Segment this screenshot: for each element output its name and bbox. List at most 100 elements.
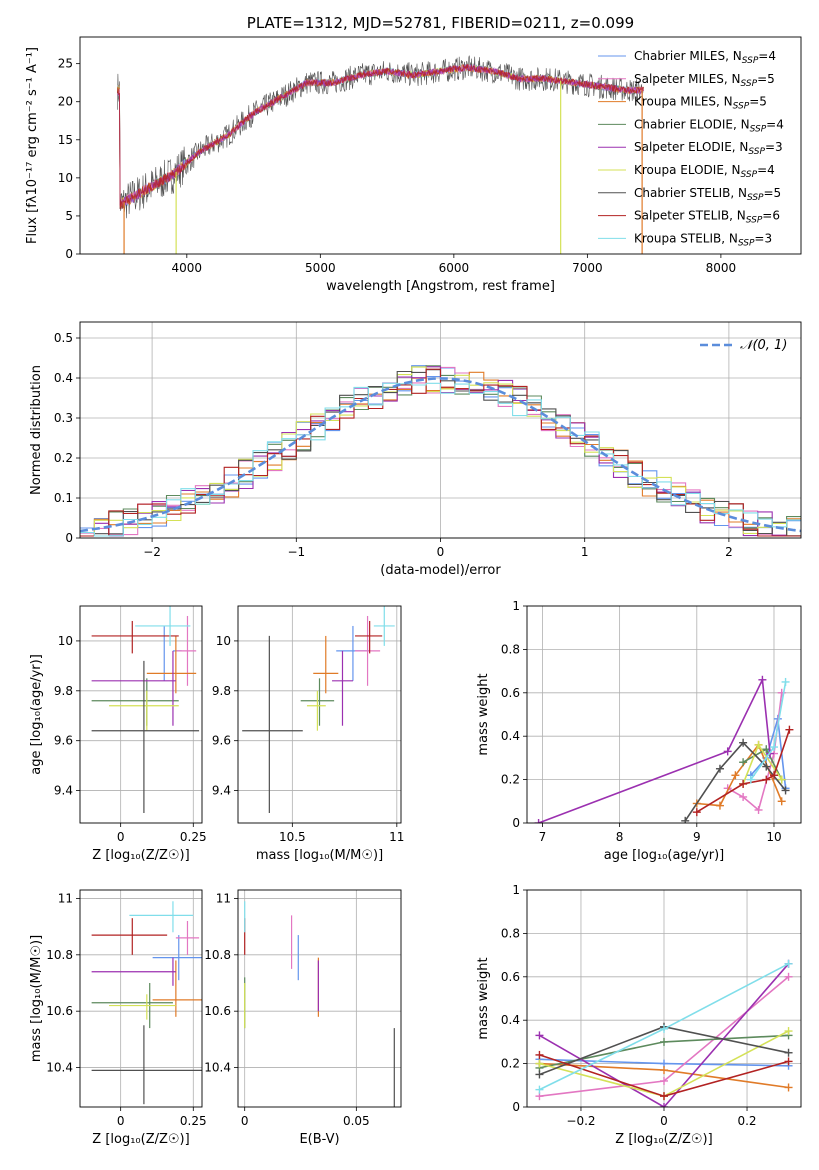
x-tick-label: 4000	[172, 261, 203, 275]
y-tick-label: 5	[65, 209, 73, 223]
x-axis-label: E(B-V)	[299, 1132, 339, 1147]
x-tick-label: 0.2	[737, 1114, 756, 1128]
y-tick-label: 15	[58, 133, 73, 147]
y-tick-label: 0.2	[501, 1057, 520, 1071]
chart-age_vs_mass: 10.5 11 9.4 9.6 9.8 10 mass [log₁₀(M/M☉)]	[212, 605, 404, 863]
normal-curve	[80, 377, 801, 533]
x-tick-label: 8	[616, 830, 624, 844]
x-tick-label: 8000	[706, 261, 737, 275]
plot-marks	[534, 675, 794, 823]
y-axis-label: Normed distribution	[29, 365, 44, 495]
legend-sub: SSP	[750, 124, 767, 134]
y-tick-label: 10	[216, 634, 231, 648]
y-tick-label: 1	[512, 883, 520, 897]
x-axis-label: Z [log₁₀(Z/Z☉)]	[92, 848, 189, 863]
axes-frame	[79, 889, 203, 1108]
legend-entry: Kroupa ELODIE, NSSP=4	[634, 163, 775, 180]
x-axis-label: wavelength [Angstrom, rest frame]	[326, 279, 555, 294]
x-tick-label: 0.25	[180, 830, 207, 844]
y-tick-label: 9.6	[212, 734, 231, 748]
plot-marks	[91, 606, 200, 814]
x-tick-label: 10.5	[279, 830, 306, 844]
y-tick-label: 10.8	[204, 948, 231, 962]
y-tick-label: 0.1	[54, 491, 73, 505]
y-tick-label: 0.4	[501, 1013, 520, 1027]
y-axis-label: mass [log₁₀(M/M☉)]	[29, 935, 44, 1062]
axes-frame	[79, 36, 802, 255]
y-tick-label: 20	[58, 95, 73, 109]
x-axis-label: age [log₁₀(age/yr)]	[604, 848, 725, 863]
y-tick-label: 10.6	[46, 1004, 73, 1018]
y-tick-label: 25	[58, 57, 73, 71]
axes-frame	[237, 605, 402, 824]
legend-tail: =3	[765, 140, 783, 154]
y-tick-label: 9.6	[54, 734, 73, 748]
x-tick-label: 7000	[572, 261, 603, 275]
legend-entry: Kroupa STELIB, NSSP=3	[634, 231, 772, 248]
plot-marks	[91, 901, 202, 1105]
y-tick-label: 10	[58, 634, 73, 648]
legend-entry: Chabrier MILES, NSSP=4	[634, 49, 776, 66]
x-tick-label: 9	[693, 830, 701, 844]
chart-residuals: −2 −1 0 1 2 0 0.1 0.2 0.3 0.4 0.5 (data-model)/erro…	[29, 321, 802, 578]
legend-sub: SSP	[742, 56, 759, 66]
legend-sub: SSP	[747, 193, 764, 203]
y-tick-label: 0.6	[501, 970, 520, 984]
chart-spectrum: 4000 5000 6000 7000 8000 0 5 10 15 20 25 wavelength…	[25, 14, 802, 294]
y-tick-label: 0.6	[501, 686, 520, 700]
histogram-series	[80, 382, 801, 537]
x-tick-label: −0.2	[566, 1114, 595, 1128]
x-axis-label: (data-model)/error	[380, 563, 501, 578]
y-tick-label: 0.2	[54, 451, 73, 465]
x-axis-label: Z [log₁₀(Z/Z☉)]	[92, 1132, 189, 1147]
y-tick-label: 9.8	[212, 684, 231, 698]
y-tick-label: 11	[58, 891, 73, 905]
x-tick-label: 11	[389, 830, 404, 844]
x-tick-label: 10	[766, 830, 781, 844]
legend-entry: Salpeter STELIB, NSSP=6	[634, 209, 780, 226]
legend-entry: Chabrier ELODIE, NSSP=4	[634, 117, 784, 134]
x-tick-label: 0	[437, 545, 445, 559]
legend-entry: 𝒩(0, 1)	[740, 338, 787, 353]
plot-marks	[244, 901, 395, 1107]
y-axis-label: age [log₁₀(age/yr)]	[29, 654, 44, 775]
axes-frame	[526, 889, 802, 1108]
legend-entry: Chabrier STELIB, NSSP=5	[634, 186, 781, 203]
y-tick-label: 10.4	[204, 1061, 231, 1075]
y-tick-label: 0	[65, 247, 73, 261]
y-tick-label: 11	[216, 891, 231, 905]
y-tick-label: 0.8	[501, 642, 520, 656]
x-tick-label: 0	[117, 830, 125, 844]
y-axis-label: mass weight	[476, 673, 491, 755]
chart-title: PLATE=1312, MJD=52781, FIBERID=0211, z=0…	[247, 14, 634, 32]
y-tick-label: 0.4	[501, 729, 520, 743]
plot-marks	[80, 365, 801, 537]
y-tick-label: 0.2	[501, 773, 520, 787]
plot-marks	[117, 55, 644, 254]
legend-tail: =5	[749, 95, 767, 109]
y-axis-label: Flux [fλ10⁻¹⁷ erg cm⁻² s⁻¹ A⁻¹]	[25, 47, 40, 244]
x-tick-label: −2	[143, 545, 161, 559]
legend-sub: SSP	[741, 170, 758, 180]
legend-sub: SSP	[746, 216, 763, 226]
x-tick-label: −1	[287, 545, 305, 559]
chart-mass_weight_vs_age: 7 8 9 10 0 0.2 0.4 0.6 0.8 1 age [log₁₀(age/yr)] ma…	[476, 599, 802, 863]
legend-tail: =3	[754, 231, 772, 245]
x-tick-label: 1	[581, 545, 589, 559]
chart-mass_weight_vs_Z: −0.2 0 0.2 0 0.2 0.4 0.6 0.8 1 Z [log₁₀(Z/Z☉)] mas…	[476, 883, 802, 1147]
x-axis-label: Z [log₁₀(Z/Z☉)]	[615, 1132, 712, 1147]
legend-tail: =5	[757, 72, 775, 86]
y-tick-label: 9.8	[54, 684, 73, 698]
legend-sub: SSP	[748, 147, 765, 157]
legend-sub: SSP	[733, 102, 750, 112]
axes-frame	[79, 605, 203, 824]
legend-tail: =5	[764, 186, 782, 200]
x-tick-label: 0	[660, 1114, 668, 1128]
y-tick-label: 0.8	[501, 926, 520, 940]
legend-tail: =4	[757, 163, 775, 177]
chart-mass_vs_Z: 0 0.25 10.4 10.6 10.8 11 Z [log₁₀(Z/Z☉)] mass […	[29, 889, 207, 1147]
spectrum-series	[117, 63, 644, 210]
y-tick-label: 0.3	[54, 411, 73, 425]
x-tick-label: 7	[539, 830, 547, 844]
